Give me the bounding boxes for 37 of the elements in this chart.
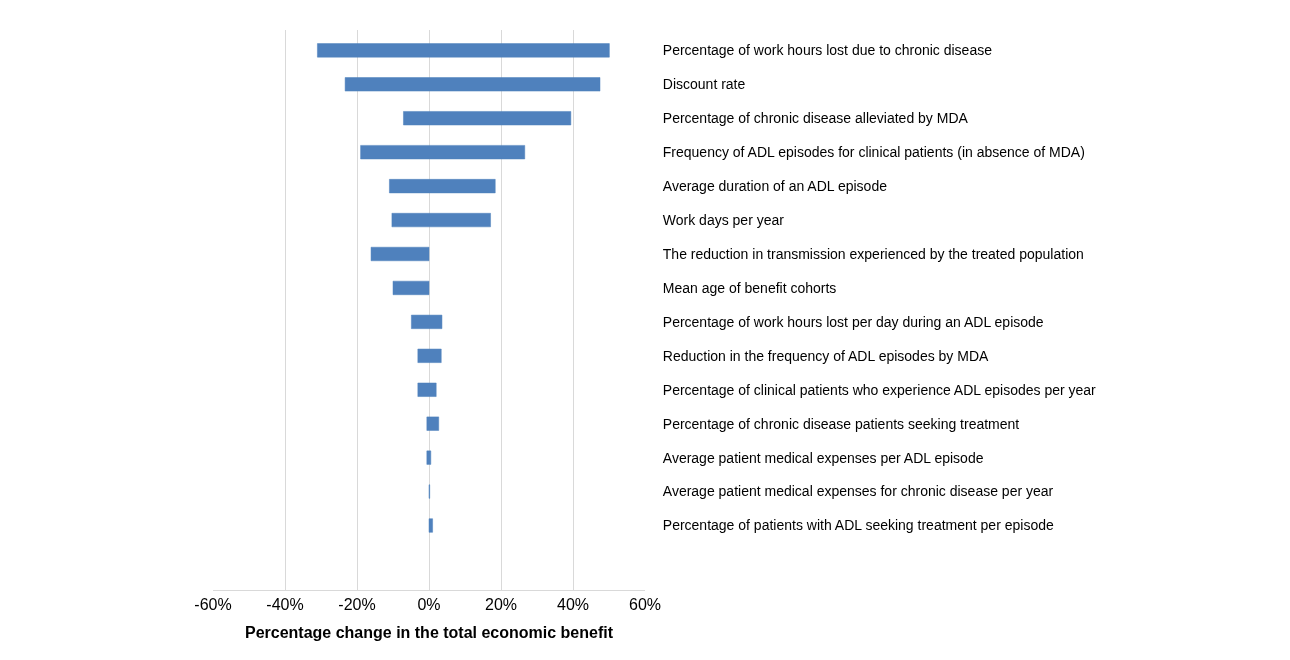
y-tick-label: Percentage of chronic disease alleviated by MDA <box>662 110 969 127</box>
bar <box>360 145 526 160</box>
y-tick-label: Discount rate <box>662 76 746 93</box>
bar <box>417 382 437 397</box>
x-tick-label: -20% <box>338 596 376 614</box>
y-tick-label: Average duration of an ADL episode <box>662 178 888 195</box>
x-tick-label: 60% <box>628 596 662 614</box>
bar <box>389 179 496 194</box>
bar <box>391 213 491 228</box>
y-tick-label: Reduction in the frequency of ADL episodes by MDA <box>662 347 990 364</box>
x-tick-label: -40% <box>266 596 304 614</box>
bar <box>392 280 430 295</box>
y-tick-label: Average patient medical expenses for chronic disease per year <box>662 483 1054 500</box>
bar <box>426 450 432 465</box>
bar <box>317 43 610 58</box>
y-tick-label: The reduction in transmission experienced by the treated population <box>662 245 1084 262</box>
y-tick-label: Percentage of patients with ADL seeking treatment per episode <box>662 517 1054 534</box>
bar <box>417 348 442 363</box>
y-tick-label: Average patient medical expenses per ADL episode <box>662 449 984 466</box>
y-tick-label: Percentage of work hours lost due to chronic disease <box>662 42 993 59</box>
x-tick-label: 40% <box>556 596 590 614</box>
bar <box>344 77 601 92</box>
y-tick-label: Percentage of clinical patients who experience ADL episodes per year <box>662 381 1097 398</box>
y-tick-label: Frequency of ADL episodes for clinical patients (in absence of MDA) <box>662 144 1085 161</box>
y-tick-label: Percentage of chronic disease patients seeking treatment <box>662 415 1020 432</box>
bar <box>403 111 572 126</box>
x-tick-label: -60% <box>194 596 232 614</box>
y-tick-label: Mean age of benefit cohorts <box>662 279 837 296</box>
x-tick-label: 20% <box>484 596 518 614</box>
x-tick-label: 0% <box>417 596 441 614</box>
bar <box>370 246 430 262</box>
bar <box>426 416 439 431</box>
x-axis-title: Percentage change in the total economic benefit <box>244 623 614 641</box>
bar <box>411 314 443 329</box>
y-tick-label: Work days per year <box>662 211 785 228</box>
y-tick-label: Percentage of work hours lost per day during an ADL episode <box>662 313 1044 330</box>
bar <box>428 518 433 533</box>
